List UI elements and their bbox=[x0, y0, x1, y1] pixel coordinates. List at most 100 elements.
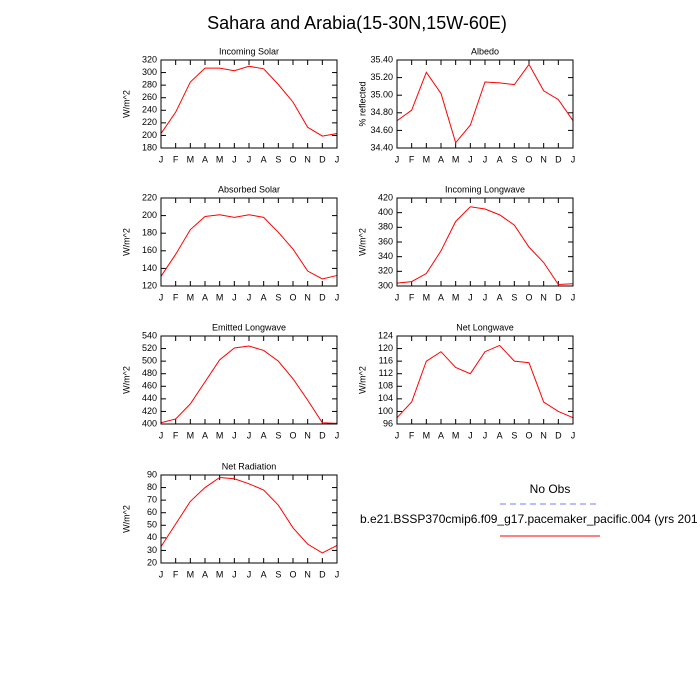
x-tick-label: J bbox=[232, 430, 237, 440]
y-tick-label: 440 bbox=[142, 393, 157, 403]
y-axis-label: W/m^2 bbox=[121, 366, 131, 394]
y-tick-label: 34.60 bbox=[370, 125, 393, 135]
y-tick-label: 220 bbox=[142, 192, 157, 202]
y-axis-label: W/m^2 bbox=[121, 228, 131, 256]
x-tick-label: M bbox=[452, 154, 460, 164]
x-tick-label: N bbox=[304, 292, 311, 302]
x-tick-label: S bbox=[275, 292, 281, 302]
y-tick-label: 280 bbox=[142, 80, 157, 90]
x-tick-label: S bbox=[511, 292, 517, 302]
y-tick-label: 124 bbox=[378, 330, 393, 340]
plot-frame bbox=[160, 59, 338, 149]
x-tick-label: J bbox=[468, 154, 473, 164]
x-tick-label: S bbox=[275, 154, 281, 164]
y-tick-label: 70 bbox=[147, 495, 157, 505]
y-tick-label: 360 bbox=[378, 236, 393, 246]
y-axis-label: W/m^2 bbox=[357, 366, 367, 394]
legend-label: No Obs bbox=[530, 482, 571, 496]
x-tick-label: J bbox=[395, 430, 400, 440]
y-tick-label: 120 bbox=[142, 280, 157, 290]
x-tick-label: A bbox=[202, 154, 208, 164]
x-tick-label: J bbox=[483, 292, 488, 302]
x-tick-label: M bbox=[187, 430, 195, 440]
data-line bbox=[160, 345, 338, 424]
y-tick-label: 380 bbox=[378, 222, 393, 232]
x-tick-label: O bbox=[289, 569, 296, 579]
y-tick-label: 220 bbox=[142, 117, 157, 127]
y-tick-label: 112 bbox=[379, 368, 393, 378]
data-line bbox=[160, 214, 338, 280]
plot-frame bbox=[160, 474, 338, 564]
panel-title: Net Radiation bbox=[222, 461, 277, 471]
x-tick-label: S bbox=[511, 154, 517, 164]
x-tick-label: D bbox=[555, 430, 562, 440]
x-tick-label: N bbox=[540, 292, 547, 302]
x-tick-label: M bbox=[216, 292, 224, 302]
x-tick-label: J bbox=[395, 292, 400, 302]
x-tick-label: M bbox=[187, 569, 195, 579]
x-tick-label: A bbox=[261, 569, 267, 579]
x-tick-label: J bbox=[247, 569, 252, 579]
y-tick-label: 200 bbox=[142, 130, 157, 140]
x-tick-label: J bbox=[468, 430, 473, 440]
x-tick-label: J bbox=[395, 154, 400, 164]
x-tick-label: J bbox=[483, 154, 488, 164]
data-line bbox=[160, 65, 338, 137]
y-tick-label: 420 bbox=[378, 192, 393, 202]
y-tick-label: 34.80 bbox=[370, 107, 393, 117]
x-tick-label: N bbox=[540, 430, 547, 440]
y-tick-label: 104 bbox=[378, 393, 393, 403]
x-tick-label: A bbox=[261, 292, 267, 302]
x-tick-label: J bbox=[232, 569, 237, 579]
y-tick-label: 320 bbox=[142, 54, 157, 64]
plot-frame bbox=[160, 197, 338, 287]
x-tick-label: J bbox=[159, 569, 164, 579]
y-tick-label: 40 bbox=[147, 532, 157, 542]
x-tick-label: F bbox=[173, 569, 179, 579]
x-tick-label: A bbox=[497, 430, 503, 440]
plot-frame bbox=[396, 59, 574, 149]
x-tick-label: J bbox=[159, 292, 164, 302]
x-tick-label: O bbox=[525, 154, 532, 164]
data-line bbox=[396, 63, 574, 144]
plot-frame bbox=[160, 335, 338, 425]
x-tick-label: J bbox=[335, 569, 340, 579]
x-tick-label: N bbox=[540, 154, 547, 164]
x-tick-label: J bbox=[159, 154, 164, 164]
y-tick-label: 160 bbox=[142, 245, 157, 255]
plot-frame bbox=[396, 197, 574, 287]
x-tick-label: J bbox=[571, 292, 576, 302]
y-tick-label: 180 bbox=[142, 228, 157, 238]
y-tick-label: 100 bbox=[378, 406, 393, 416]
plot-frame bbox=[396, 335, 574, 425]
x-tick-label: A bbox=[261, 154, 267, 164]
y-tick-label: 80 bbox=[147, 482, 157, 492]
x-tick-label: F bbox=[409, 292, 415, 302]
x-tick-label: J bbox=[159, 430, 164, 440]
y-tick-label: 34.40 bbox=[370, 142, 393, 152]
x-tick-label: J bbox=[335, 292, 340, 302]
x-tick-label: M bbox=[216, 569, 224, 579]
x-tick-label: J bbox=[247, 292, 252, 302]
x-tick-label: J bbox=[483, 430, 488, 440]
x-tick-label: N bbox=[304, 154, 311, 164]
x-tick-label: A bbox=[497, 292, 503, 302]
x-tick-label: A bbox=[438, 154, 444, 164]
y-tick-label: 420 bbox=[142, 406, 157, 416]
y-tick-label: 300 bbox=[378, 280, 393, 290]
y-tick-label: 200 bbox=[142, 210, 157, 220]
y-tick-label: 140 bbox=[142, 263, 157, 273]
x-tick-label: M bbox=[423, 292, 431, 302]
y-tick-label: 30 bbox=[147, 545, 157, 555]
x-tick-label: M bbox=[187, 292, 195, 302]
x-tick-label: F bbox=[409, 154, 415, 164]
x-tick-label: J bbox=[232, 292, 237, 302]
y-axis-label: % reflected bbox=[357, 81, 367, 126]
x-tick-label: J bbox=[247, 430, 252, 440]
x-tick-label: J bbox=[571, 430, 576, 440]
panel-title: Incoming Solar bbox=[219, 46, 279, 56]
x-tick-label: J bbox=[335, 430, 340, 440]
x-tick-label: S bbox=[275, 569, 281, 579]
x-tick-label: O bbox=[289, 154, 296, 164]
x-tick-label: M bbox=[452, 292, 460, 302]
